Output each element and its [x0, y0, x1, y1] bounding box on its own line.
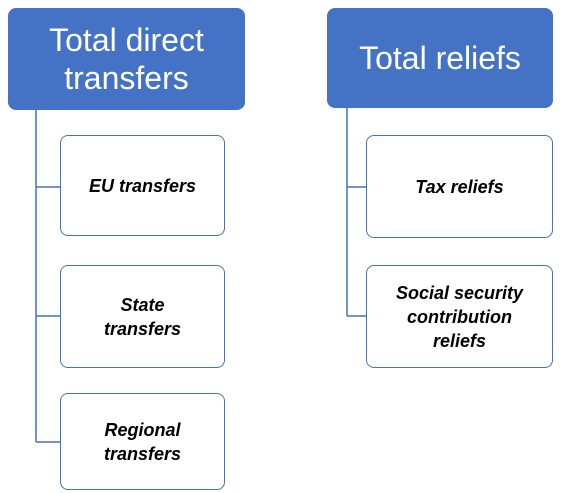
child-node: EU transfers [60, 135, 225, 236]
child-node: Social security contribution reliefs [366, 265, 553, 368]
child-node: State transfers [60, 265, 225, 368]
root-node: Total direct transfers [8, 8, 245, 110]
root-node: Total reliefs [327, 8, 553, 108]
connector-right [346, 108, 366, 317]
connector-left [35, 110, 60, 443]
child-node: Regional transfers [60, 393, 225, 490]
child-node: Tax reliefs [366, 135, 553, 238]
